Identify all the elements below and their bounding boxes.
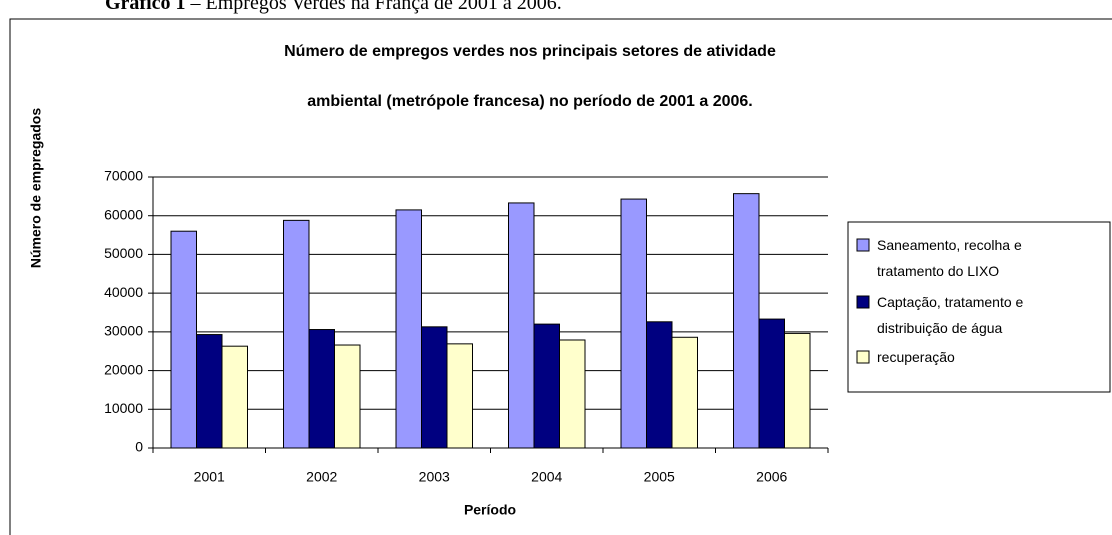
x-tick-label: 2004 [531,469,562,485]
legend-label: Captação, tratamento e distribuição de á… [877,294,1024,336]
bar [620,198,647,449]
bar [395,209,422,449]
chart-title: ambiental (metrópole francesa) no períod… [307,93,752,110]
bar [283,219,310,449]
legend-label: Saneamento, recolha e tratamento do LIXO [877,237,1022,279]
bar [308,329,335,449]
bar [196,334,223,449]
y-tick-label: 70000 [104,168,143,184]
legend [847,221,1111,393]
legend-swatch [856,238,870,252]
x-tick-label: 2001 [194,469,225,485]
x-tick-label: 2005 [644,469,675,485]
bar [671,336,698,449]
caption-label: Gráfico 1 [105,0,186,14]
x-tick-label: 2002 [306,469,337,485]
bar [646,321,673,449]
y-tick-label: 10000 [104,400,143,416]
y-tick-label: 30000 [104,323,143,339]
y-tick-label: 0 [135,439,143,455]
bar [559,339,586,449]
legend-entry: Saneamento, recolha e tratamento do LIXO [877,237,1022,279]
caption: Gráfico 1 – Empregos Verdes na França de… [105,0,562,14]
x-axis-title: Período [464,502,516,518]
legend-swatch [856,295,870,309]
y-tick-label: 20000 [104,361,143,377]
legend-swatch [856,350,870,364]
legend-label: recuperação [877,349,955,365]
chart-title: Número de empregos verdes nos principais… [284,43,776,60]
y-tick-label: 50000 [104,245,143,261]
legend-entry: recuperação [877,349,955,365]
bar [758,318,785,449]
bar [334,344,361,449]
bar [508,202,535,449]
bar [733,193,760,449]
y-tick-label: 60000 [104,206,143,222]
legend-entry: Captação, tratamento e distribuição de á… [877,294,1024,336]
bar [421,326,448,449]
bar [446,343,473,449]
caption-text: – Empregos Verdes na França de 2001 a 20… [186,0,562,14]
bar [784,332,811,449]
bar [221,345,248,449]
x-tick-label: 2003 [419,469,450,485]
y-tick-label: 40000 [104,284,143,300]
x-tick-label: 2006 [756,469,787,485]
y-axis-title: Número de empregados [28,108,44,268]
bar [533,323,560,449]
bar [170,230,197,449]
